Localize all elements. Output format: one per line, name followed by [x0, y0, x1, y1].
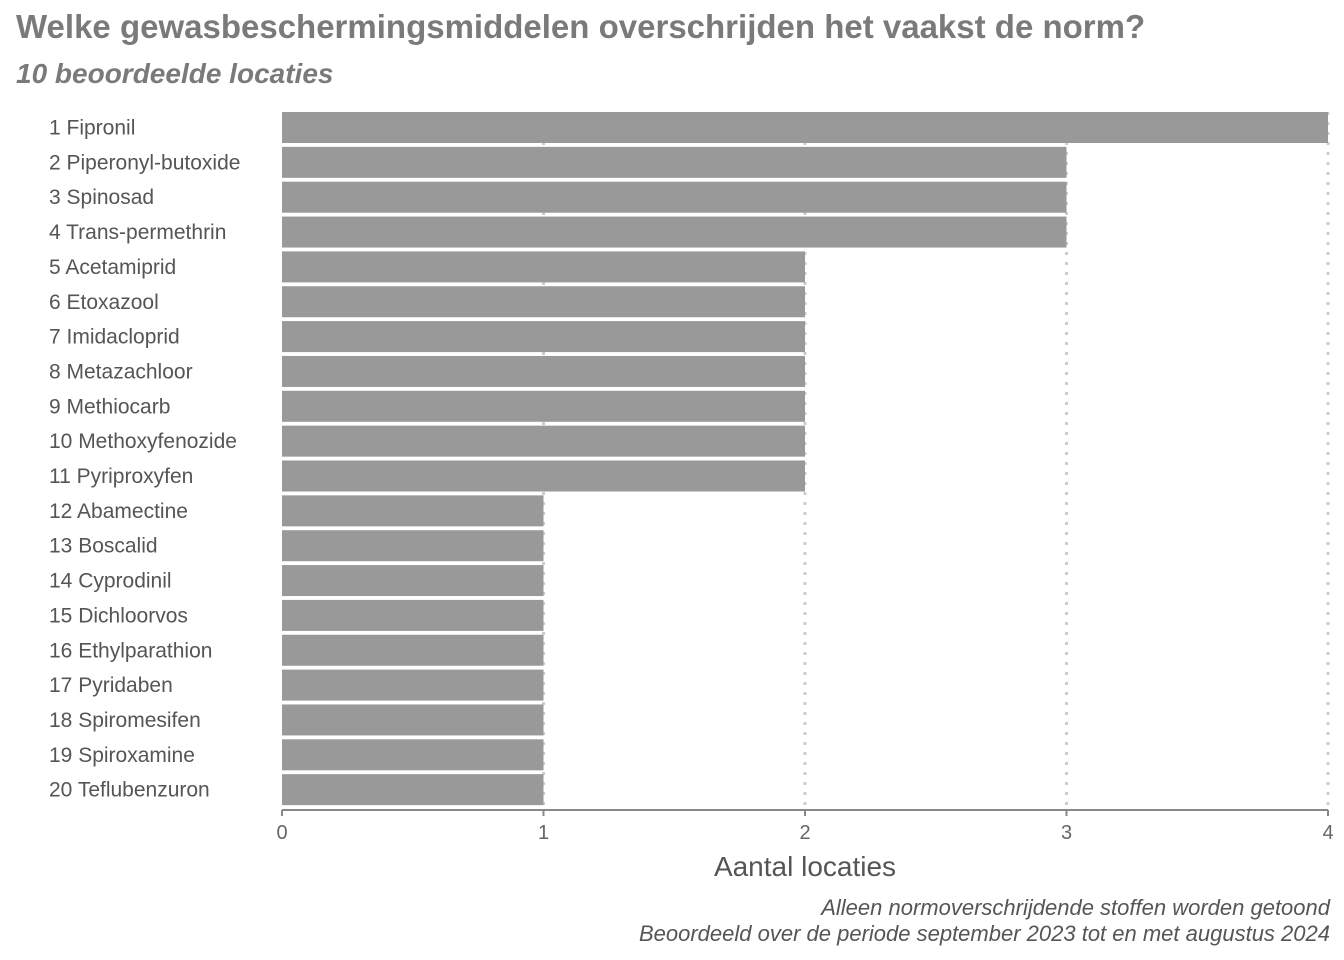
category-label: 17 Pyridaben: [49, 674, 173, 697]
category-label: 11 Pyriproxyfen: [49, 465, 193, 488]
category-label: 9 Methiocarb: [49, 395, 170, 418]
footnotes: Alleen normoverschrijdende stoffen worde…: [639, 895, 1330, 947]
category-label: 14 Cyprodinil: [49, 570, 172, 593]
category-label: 8 Metazachloor: [49, 360, 193, 383]
footnote-line: Beoordeeld over de periode september 202…: [638, 921, 1330, 946]
category-label: 19 Spiroxamine: [49, 744, 195, 767]
bar: [282, 669, 544, 701]
category-label: 4 Trans-permethrin: [49, 221, 226, 244]
bar: [282, 355, 805, 387]
category-label: 12 Abamectine: [49, 500, 188, 523]
bar: [282, 565, 544, 597]
x-tick-label: 0: [276, 822, 287, 844]
bar: [282, 146, 1067, 178]
bar: [282, 181, 1067, 213]
category-label: 1 Fipronil: [49, 117, 135, 140]
bar: [282, 774, 544, 806]
bar: [282, 251, 805, 283]
category-label: 3 Spinosad: [49, 186, 154, 209]
chart-subtitle: 10 beoordeelde locaties: [16, 58, 334, 89]
category-label: 18 Spiromesifen: [49, 709, 201, 732]
bar: [282, 599, 544, 631]
bar: [282, 425, 805, 457]
bar: [282, 495, 544, 527]
x-tick-label: 4: [1322, 822, 1333, 844]
bar: [282, 704, 544, 736]
category-label: 15 Dichloorvos: [49, 604, 188, 627]
bar: [282, 112, 1328, 143]
category-label: 20 Teflubenzuron: [49, 779, 210, 802]
bar: [282, 216, 1067, 248]
category-label: 6 Etoxazool: [49, 291, 159, 314]
bar: [282, 460, 805, 492]
bars: [282, 112, 1328, 806]
footnote-line: Alleen normoverschrijdende stoffen worde…: [821, 895, 1330, 920]
bar: [282, 634, 544, 666]
category-label: 7 Imidacloprid: [49, 326, 180, 349]
x-tick-label: 2: [799, 822, 810, 844]
chart-title: Welke gewasbeschermingsmiddelen overschr…: [16, 8, 1146, 45]
category-label: 13 Boscalid: [49, 535, 158, 558]
bar: [282, 286, 805, 318]
bar: [282, 321, 805, 353]
category-label: 16 Ethylparathion: [49, 639, 212, 662]
x-tick-label: 1: [538, 822, 549, 844]
bar: [282, 530, 544, 562]
category-labels: 1 Fipronil 2 Piperonyl-butoxide 3 Spinosad…: [49, 117, 240, 802]
bar: [282, 390, 805, 422]
category-label: 5 Acetamiprid: [49, 256, 176, 279]
x-tick-label: 3: [1061, 822, 1072, 844]
category-label: 10 Methoxyfenozide: [49, 430, 237, 453]
x-axis: 0 1 2 3 4: [276, 809, 1334, 844]
x-axis-title: Aantal locaties: [714, 851, 896, 882]
bar: [282, 739, 544, 771]
category-label: 2 Piperonyl-butoxide: [49, 151, 240, 174]
